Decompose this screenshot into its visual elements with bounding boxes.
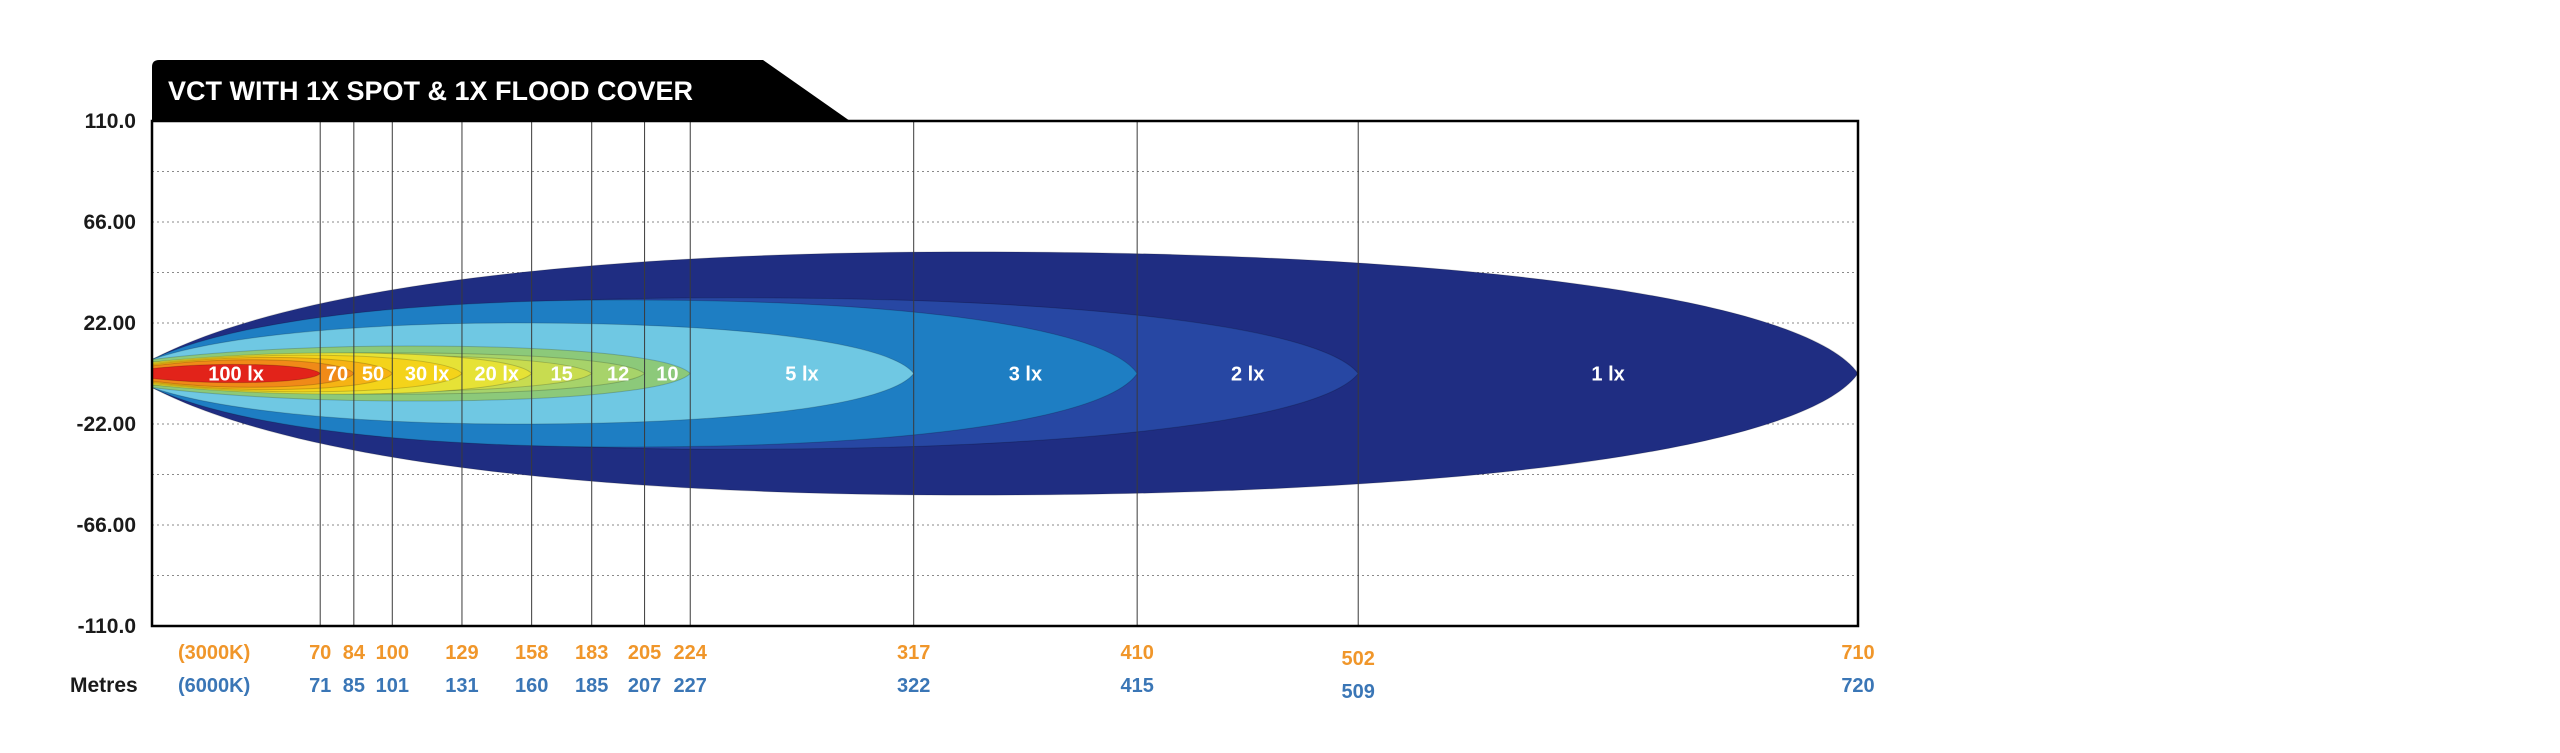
x-tick-label-6000k: 227	[674, 675, 707, 697]
x-axis: 70 71 84 85 100 101 129 131 158 160 183 185 205 207 22…	[309, 642, 1875, 703]
x-tick-label-3000k: 70	[309, 642, 331, 664]
y-axis: 110.0 66.00 22.00 -22.00 -66.00 -110.0	[76, 110, 136, 638]
y-tick-label: -66.00	[76, 514, 136, 537]
zone-label: 12	[607, 364, 629, 386]
plot-frame	[150, 119, 1860, 628]
x-tick-label-3000k: 158	[515, 642, 548, 664]
x-tick-label-3000k: 502	[1342, 648, 1375, 670]
y-tick-label: 110.0	[85, 110, 136, 133]
x-tick-label-3000k: 183	[575, 642, 608, 664]
x-tick-label-3000k: 84	[343, 642, 366, 664]
x-tick-label-3000k: 710	[1841, 642, 1874, 664]
zone-label: 50	[362, 364, 384, 386]
x-tick-label-6000k: 322	[897, 675, 930, 697]
color-temp-3000k: (3000K)	[178, 642, 250, 664]
zone-label: 15	[551, 364, 573, 386]
distance-lines	[319, 121, 1359, 626]
x-tick-label-3000k: 317	[897, 642, 930, 664]
zone-label: 20 lx	[475, 364, 519, 386]
zone-label: 1 lx	[1591, 364, 1624, 386]
x-tick-label-6000k: 160	[515, 675, 548, 697]
zone-label: 30 lx	[405, 364, 449, 386]
zone-label: 5 lx	[785, 364, 818, 386]
x-tick-label-6000k: 207	[628, 675, 661, 697]
x-tick-label-3000k: 129	[445, 642, 478, 664]
x-tick-label-3000k: 224	[674, 642, 708, 664]
x-tick-label-3000k: 100	[376, 642, 409, 664]
x-tick-label-6000k: 185	[575, 675, 608, 697]
zone-label: 70	[326, 364, 348, 386]
y-tick-label: -22.00	[76, 413, 136, 436]
zone-label: 10	[656, 364, 678, 386]
zone-label: 100 lx	[208, 364, 264, 386]
y-tick-label: -110.0	[78, 615, 136, 638]
x-tick-label-6000k: 85	[343, 675, 365, 697]
zone-label: 2 lx	[1231, 364, 1264, 386]
x-axis-label: Metres	[70, 674, 138, 697]
x-tick-label-6000k: 101	[376, 675, 409, 697]
chart-title: VCT WITH 1X SPOT & 1X FLOOD COVER	[168, 76, 693, 106]
x-tick-label-3000k: 410	[1120, 642, 1153, 664]
x-tick-label-3000k: 205	[628, 642, 661, 664]
x-tick-label-6000k: 415	[1120, 675, 1153, 697]
x-tick-label-6000k: 720	[1841, 675, 1874, 697]
y-tick-label: 66.00	[83, 211, 136, 234]
title-tab	[152, 60, 850, 121]
x-tick-label-6000k: 509	[1342, 681, 1375, 703]
y-tick-label: 22.00	[83, 312, 136, 335]
zone-label: 3 lx	[1009, 364, 1042, 386]
zone-labels: 1 lx 2 lx 3 lx 5 lx 10 12 15 20 lx 30 lx 50 70 100 …	[208, 364, 1624, 386]
x-tick-label-6000k: 131	[445, 675, 478, 697]
color-temp-6000k: (6000K)	[178, 675, 250, 697]
x-tick-label-6000k: 71	[309, 675, 331, 697]
